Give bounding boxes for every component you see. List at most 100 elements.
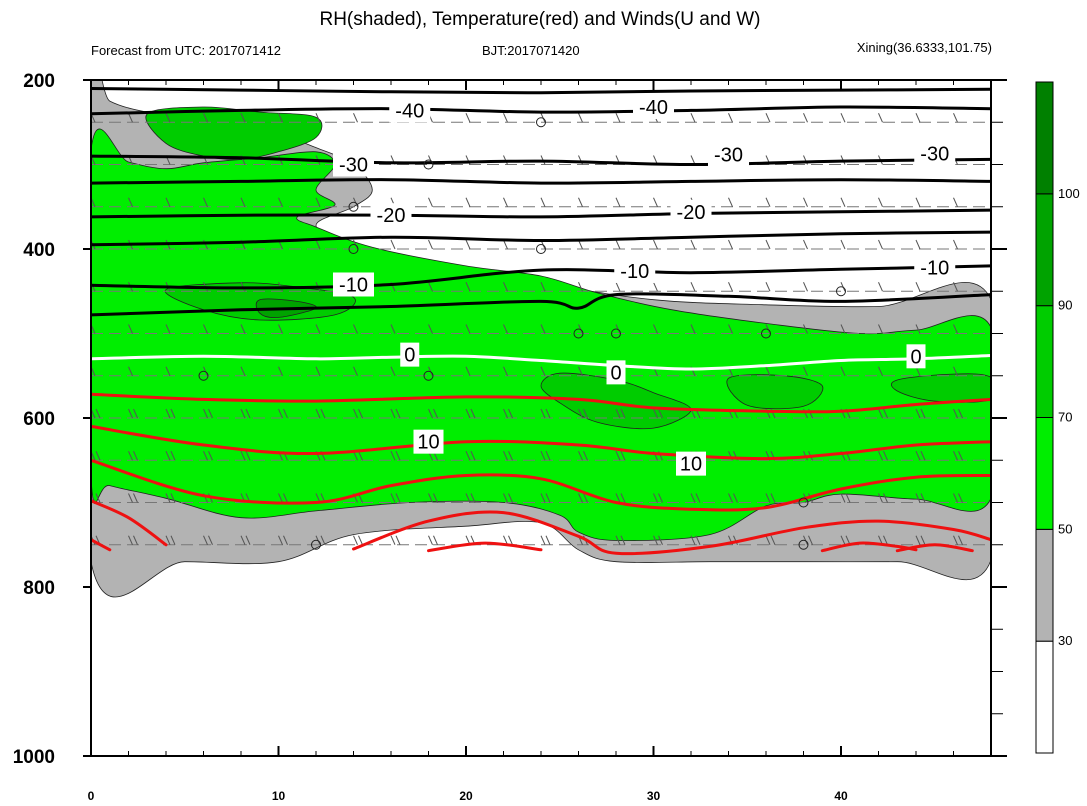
wind-barb (690, 239, 696, 250)
wind-barb (881, 80, 883, 81)
wind-barb (615, 451, 626, 461)
wind-barb (315, 366, 321, 376)
wind-barb (465, 282, 471, 292)
wind-barb (203, 451, 213, 461)
wind-barb (653, 239, 658, 250)
contour-label: 10 (676, 451, 706, 476)
rh-shading-layer (91, 80, 991, 598)
wind-barb (765, 282, 771, 292)
wind-barb (803, 239, 808, 250)
wind-barb (878, 493, 888, 503)
isotherm-10 (91, 424, 991, 461)
wind-barb (956, 80, 958, 81)
x-tick-label: 20 (459, 789, 473, 803)
wind-barb (803, 113, 808, 123)
wind-barb (540, 535, 551, 545)
calm-wind-marker (311, 539, 321, 550)
wind-barb (915, 197, 921, 207)
wind-barb (165, 451, 176, 461)
wind-barb (390, 366, 396, 376)
wind-barb (240, 408, 251, 419)
wind-barb (765, 535, 776, 545)
wind-barb (653, 324, 658, 334)
wind-barb (244, 80, 245, 81)
wind-barb (165, 113, 171, 123)
svg-text:-10: -10 (339, 274, 368, 296)
wind-barb (465, 451, 476, 461)
wind-barb (469, 80, 470, 81)
wind-barb (240, 324, 246, 334)
wind-barb (315, 239, 321, 250)
wind-barb (840, 493, 851, 503)
svg-text:-30: -30 (714, 144, 743, 166)
wind-barb (465, 239, 471, 250)
x-tick-label: 10 (272, 789, 286, 803)
wind-barb (878, 366, 883, 376)
wind-barb (390, 535, 401, 545)
wind-barb (878, 197, 883, 207)
wind-barb (803, 366, 808, 376)
wind-barb (465, 366, 471, 376)
wind-barb (578, 366, 583, 376)
wind-barb (165, 366, 171, 376)
forecast-time-label: Forecast from UTC: 2017071412 (91, 43, 281, 58)
svg-text:-10: -10 (920, 258, 949, 280)
wind-barb (394, 80, 395, 81)
calm-wind-marker (348, 244, 359, 254)
wind-barb (878, 113, 883, 123)
wind-barb (131, 80, 133, 81)
svg-text:-20: -20 (677, 202, 706, 224)
y-tick-label: 200 (23, 71, 55, 92)
svg-text:-10: -10 (620, 261, 649, 283)
wind-barb (878, 408, 888, 419)
wind-barb (728, 239, 733, 250)
contour-label: -40 (633, 95, 674, 120)
calm-wind-marker (536, 117, 546, 128)
wind-barb (728, 113, 733, 123)
wind-barb (581, 80, 583, 81)
calm-wind-marker (573, 328, 584, 339)
wind-barb (844, 80, 845, 81)
wind-barb (390, 451, 401, 461)
wind-barb (128, 197, 133, 207)
svg-text:10: 10 (680, 454, 702, 476)
wind-barb (94, 80, 95, 81)
wind-barb (656, 80, 658, 81)
wind-barb (356, 80, 358, 81)
colorbar-swatch (1035, 81, 1054, 195)
wind-barb (203, 324, 208, 334)
svg-text:0: 0 (404, 345, 415, 367)
colorbar-label: 70 (1058, 410, 1072, 425)
wind-barb (540, 451, 551, 461)
wind-barb (728, 493, 738, 503)
y-tick-label: 800 (23, 578, 55, 599)
colorbar-swatch (1035, 528, 1054, 642)
calm-wind-marker (836, 286, 846, 297)
y-tick-label: 600 (23, 409, 55, 430)
wind-barb (878, 324, 883, 334)
wind-barb (540, 324, 546, 334)
wind-barb (694, 80, 695, 81)
wind-barb (203, 113, 208, 123)
wind-barb (578, 493, 588, 503)
wind-barb (878, 282, 883, 292)
wind-barb (428, 239, 433, 250)
isotherm--20 (91, 208, 991, 219)
wind-barb (503, 239, 508, 250)
wind-barb (203, 197, 208, 207)
wind-barb (278, 535, 288, 545)
wind-barb (128, 493, 138, 503)
wind-barb (953, 113, 958, 123)
colorbar-label: 100 (1058, 186, 1080, 201)
wind-barb (353, 366, 358, 376)
wind-barb (915, 113, 921, 123)
svg-text:-40: -40 (639, 97, 668, 119)
wind-barb (990, 409, 991, 411)
wind-barb (203, 408, 213, 419)
isotherm-20 (91, 538, 112, 552)
wind-barb (128, 408, 138, 419)
wind-barb (278, 324, 283, 334)
wind-barb (428, 282, 433, 292)
wind-barb (578, 197, 583, 207)
